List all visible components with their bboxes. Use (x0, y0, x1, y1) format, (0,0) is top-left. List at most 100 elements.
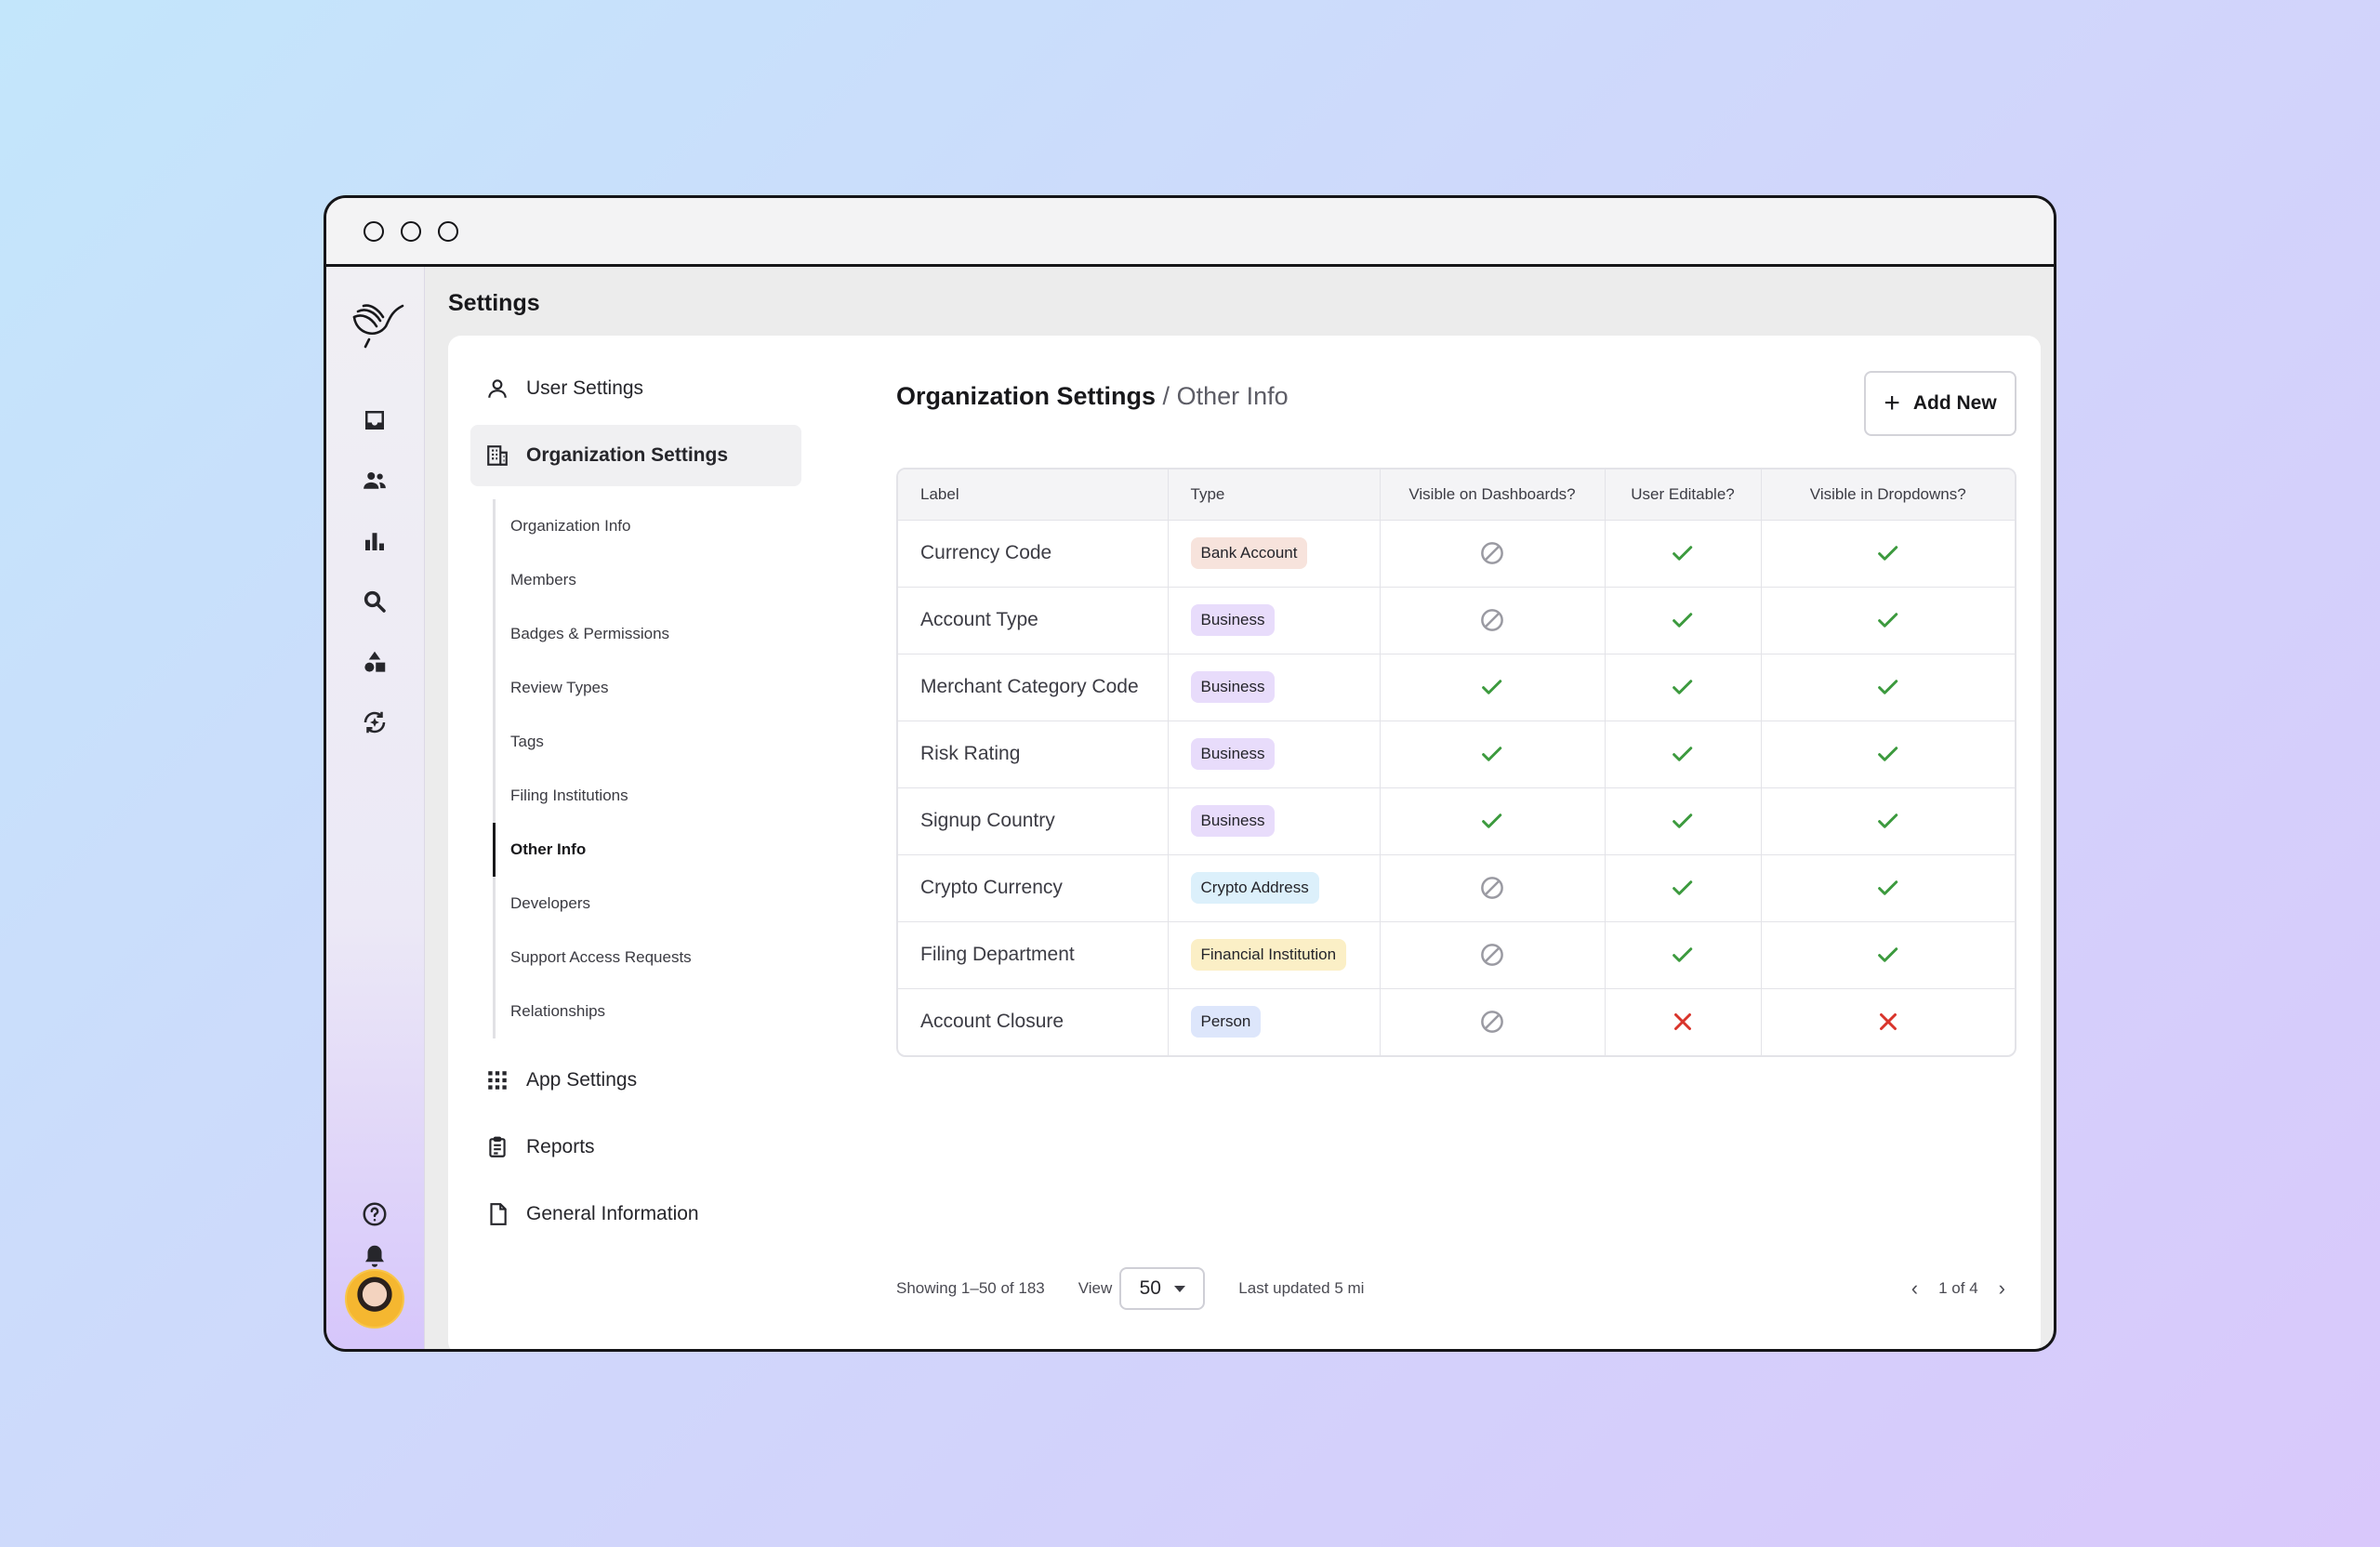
subnav-item[interactable]: Members (510, 571, 576, 588)
table-row[interactable]: Risk Rating Business (898, 721, 2015, 788)
check-icon[interactable] (1874, 807, 1902, 835)
check-icon[interactable] (1669, 740, 1697, 768)
shapes-icon[interactable] (357, 644, 392, 680)
window-close-control[interactable] (364, 220, 384, 242)
nav-app-settings[interactable]: App Settings (470, 1050, 801, 1111)
page-indicator: 1 of 4 (1938, 1279, 1978, 1297)
icon-rail (326, 267, 425, 1349)
disabled-icon[interactable] (1478, 1008, 1506, 1036)
table-row[interactable]: Account Type Business (898, 587, 2015, 654)
check-icon[interactable] (1478, 673, 1506, 701)
check-icon[interactable] (1669, 539, 1697, 567)
type-cell: Crypto Address (1168, 854, 1381, 922)
subnav-item[interactable]: Organization Info (510, 517, 631, 535)
nav-general-information-label: General Information (526, 1203, 699, 1224)
add-new-button[interactable]: + Add New (1864, 371, 2016, 436)
column-header[interactable]: Type (1168, 469, 1381, 521)
user-icon (488, 379, 507, 398)
disabled-icon[interactable] (1478, 874, 1506, 902)
subnav-item[interactable]: Relationships (510, 1002, 606, 1020)
chevron-left-icon[interactable]: ‹ (1911, 1276, 1919, 1300)
column-header[interactable]: Label (898, 469, 1169, 521)
check-icon[interactable] (1874, 539, 1902, 567)
table-row[interactable]: Filing Department Financial Institution (898, 921, 2015, 989)
building-icon (487, 445, 508, 466)
subnav-item[interactable]: Filing Institutions (510, 787, 628, 804)
check-icon[interactable] (1669, 606, 1697, 634)
bar-chart-icon[interactable] (357, 523, 392, 559)
bird-logo-icon[interactable] (349, 293, 404, 349)
check-icon[interactable] (1478, 740, 1506, 768)
check-icon[interactable] (1874, 941, 1902, 969)
subnav-item[interactable]: Badges & Permissions (510, 625, 670, 642)
label-cell: Risk Rating (898, 721, 1169, 788)
breadcrumb-section[interactable]: Organization Settings (896, 382, 1157, 410)
column-header[interactable]: User Editable? (1605, 469, 1762, 521)
disabled-icon[interactable] (1478, 606, 1506, 634)
breadcrumb-separator: / (1162, 382, 1170, 410)
check-icon[interactable] (1874, 740, 1902, 768)
check-icon[interactable] (1874, 606, 1902, 634)
type-cell: Business (1168, 587, 1381, 654)
users-icon[interactable] (357, 463, 392, 498)
cross-icon[interactable] (1874, 1008, 1902, 1036)
type-badge: Financial Institution (1190, 939, 1347, 971)
subnav-item[interactable]: Support Access Requests (510, 948, 692, 966)
cross-icon[interactable] (1669, 1008, 1697, 1036)
app-window: Settings User Settings Organization Sett… (324, 195, 2056, 1352)
chevron-right-icon[interactable]: › (1998, 1276, 2005, 1300)
nav-reports[interactable]: Reports (470, 1117, 801, 1178)
subnav-item[interactable]: Other Info (493, 823, 801, 877)
bell-icon[interactable] (357, 1238, 392, 1274)
window-titlebar (326, 198, 2054, 267)
dash-cell (1380, 854, 1606, 922)
nav-app-settings-label: App Settings (526, 1069, 638, 1091)
search-icon[interactable] (357, 584, 392, 619)
check-icon[interactable] (1669, 807, 1697, 835)
table-row[interactable]: Crypto Currency Crypto Address (898, 854, 2015, 922)
nav-general-information[interactable]: General Information (470, 1183, 801, 1245)
check-icon[interactable] (1669, 874, 1697, 902)
type-cell: Financial Institution (1168, 921, 1381, 989)
check-icon[interactable] (1874, 874, 1902, 902)
table-row[interactable]: Currency Code Bank Account (898, 520, 2015, 588)
help-icon[interactable] (357, 1197, 392, 1232)
sync-sparkle-icon[interactable] (357, 705, 392, 740)
page-size-select[interactable]: 50 (1119, 1267, 1206, 1310)
nav-reports-label: Reports (526, 1136, 595, 1157)
check-icon[interactable] (1669, 673, 1697, 701)
label-cell: Account Closure (898, 988, 1169, 1055)
user-avatar[interactable] (345, 1269, 404, 1329)
dash-cell (1380, 921, 1606, 989)
check-icon[interactable] (1478, 807, 1506, 835)
drop-cell (1761, 988, 2015, 1055)
subnav-item[interactable]: Review Types (510, 679, 609, 696)
column-header[interactable]: Visible in Dropdowns? (1761, 469, 2015, 521)
nav-organization-settings-label: Organization Settings (526, 444, 729, 466)
table-row[interactable]: Merchant Category Code Business (898, 654, 2015, 721)
table-row[interactable]: Account Closure Person (898, 988, 2015, 1055)
table-header-row: Label Type Visible on Dashboards? User Edit… (898, 469, 2015, 521)
type-cell: Business (1168, 721, 1381, 788)
nav-user-settings[interactable]: User Settings (470, 358, 801, 419)
type-badge: Business (1190, 738, 1276, 770)
nav-organization-settings[interactable]: Organization Settings (470, 425, 801, 486)
disabled-icon[interactable] (1478, 539, 1506, 567)
subnav-item[interactable]: Tags (510, 733, 544, 750)
window-minimize-control[interactable] (401, 220, 421, 242)
inbox-icon[interactable] (357, 403, 392, 438)
column-header[interactable]: Visible on Dashboards? (1380, 469, 1606, 521)
window-maximize-control[interactable] (438, 220, 458, 242)
type-badge: Business (1190, 604, 1276, 636)
showing-count: Showing 1–50 of 183 (896, 1279, 1045, 1297)
table-row[interactable]: Signup Country Business (898, 787, 2015, 855)
disabled-icon[interactable] (1478, 941, 1506, 969)
label-cell: Crypto Currency (898, 854, 1169, 922)
settings-panel: User Settings Organization Settings Orga… (448, 336, 2041, 1349)
check-icon[interactable] (1669, 941, 1697, 969)
check-icon[interactable] (1874, 673, 1902, 701)
plus-icon: + (1884, 388, 1900, 418)
label-cell: Merchant Category Code (898, 654, 1169, 721)
subnav-item[interactable]: Developers (510, 894, 590, 912)
other-info-table: Label Type Visible on Dashboards? User Edit… (896, 468, 2016, 1057)
